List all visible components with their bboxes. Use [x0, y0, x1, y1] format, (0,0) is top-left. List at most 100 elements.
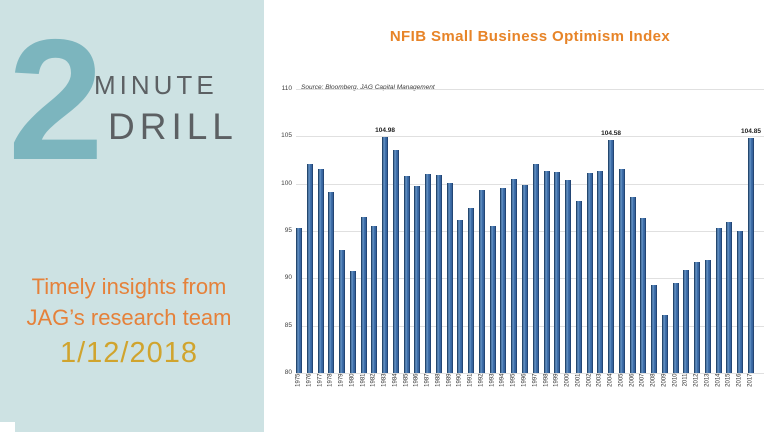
- x-axis-label-1975: 1975: [295, 373, 302, 387]
- x-axis-label-1981: 1981: [360, 373, 367, 387]
- x-axis-label-1998: 1998: [543, 373, 550, 387]
- bar-1990: [457, 219, 464, 373]
- tagline-line-2: JAG’s research team: [26, 305, 232, 330]
- bar-2016: [737, 231, 744, 373]
- bar-2017: [748, 137, 754, 373]
- bar-1983: [382, 136, 389, 373]
- x-axis-label-1988: 1988: [435, 373, 442, 387]
- gridline-85: [296, 325, 764, 327]
- bar-1979: [339, 249, 346, 373]
- x-axis-label-2013: 2013: [704, 373, 711, 387]
- x-axis-label-1983: 1983: [381, 373, 388, 387]
- x-axis-label-1989: 1989: [446, 373, 453, 387]
- y-axis-label-80: 80: [284, 369, 292, 376]
- plot-area: Source: Bloomberg, JAG Capital Managemen…: [281, 84, 764, 386]
- y-axis-label-100: 100: [281, 179, 292, 187]
- x-axis-label-1999: 1999: [553, 373, 560, 387]
- x-axis-label-2014: 2014: [715, 373, 722, 387]
- bar-2004: [608, 140, 615, 373]
- bar-1976: [306, 163, 313, 373]
- gridline-105: [296, 136, 764, 138]
- bar-1985: [403, 176, 410, 373]
- bar-1997: [532, 163, 539, 373]
- logo-word-drill: DRILL: [108, 106, 238, 147]
- x-axis-label-1985: 1985: [403, 373, 410, 387]
- bar-1996: [522, 184, 528, 373]
- bar-1988: [435, 175, 442, 373]
- bar-2011: [683, 269, 690, 373]
- bar-2014: [715, 228, 722, 373]
- x-axis-label-2016: 2016: [736, 373, 743, 387]
- x-axis-label-1982: 1982: [370, 373, 377, 387]
- value-label-2017: 104.85: [741, 127, 761, 135]
- x-axis-label-1995: 1995: [510, 373, 517, 387]
- y-axis-label-110: 110: [281, 85, 292, 92]
- x-axis-label-1986: 1986: [413, 373, 420, 387]
- bar-1978: [328, 192, 335, 373]
- bar-2007: [640, 217, 647, 373]
- bar-2003: [597, 171, 604, 373]
- brand-panel: 2 MINUTE DRILL Timely insights from JAG’…: [0, 0, 264, 432]
- gridline-90: [296, 278, 764, 280]
- x-axis-label-2009: 2009: [661, 373, 668, 387]
- y-axis-label-90: 90: [284, 274, 292, 282]
- x-axis-label-1990: 1990: [456, 373, 463, 387]
- bar-1994: [500, 188, 507, 373]
- bar-2001: [575, 200, 582, 373]
- x-axis-label-1991: 1991: [467, 373, 474, 387]
- chart-panel: NFIB Small Business Optimism Index Sourc…: [264, 0, 768, 432]
- bar-1984: [392, 149, 399, 373]
- x-axis-label-1992: 1992: [478, 373, 485, 387]
- bar-1995: [511, 178, 518, 373]
- bar-2013: [704, 260, 711, 373]
- logo-wordmark: MINUTE DRILL: [94, 70, 238, 148]
- gridline-100: [296, 183, 764, 185]
- x-axis-label-2005: 2005: [618, 373, 625, 387]
- x-axis-label-2012: 2012: [693, 373, 700, 387]
- x-axis-label-2006: 2006: [629, 373, 636, 387]
- gridline-110: [296, 89, 764, 90]
- x-axis-label-1977: 1977: [317, 373, 324, 387]
- bar-1992: [478, 190, 485, 373]
- bar-2009: [661, 315, 668, 373]
- bar-2012: [694, 262, 701, 373]
- bar-1982: [371, 226, 378, 373]
- bar-1998: [543, 171, 550, 373]
- y-axis-label-85: 85: [284, 321, 292, 329]
- source-note: Source: Bloomberg, JAG Capital Managemen…: [301, 84, 435, 91]
- x-axis-label-2007: 2007: [639, 373, 646, 387]
- x-axis-label-2008: 2008: [650, 373, 657, 387]
- x-axis-label-2011: 2011: [682, 373, 689, 386]
- tagline-line-1: Timely insights from: [31, 274, 227, 299]
- x-axis-label-1984: 1984: [392, 373, 399, 387]
- bar-2005: [618, 169, 625, 373]
- bar-1977: [317, 168, 324, 373]
- logo-word-minute: MINUTE: [94, 70, 218, 100]
- x-axis-label-1997: 1997: [532, 373, 539, 387]
- bar-1991: [468, 208, 475, 373]
- publication-date: 1/12/2018: [59, 337, 198, 369]
- bar-2008: [651, 284, 658, 373]
- bar-2006: [629, 196, 636, 373]
- y-axis-label-105: 105: [281, 132, 292, 140]
- bar-1975: [296, 228, 302, 373]
- x-axis-label-1994: 1994: [499, 373, 506, 387]
- bar-2015: [726, 222, 733, 373]
- x-axis-label-2002: 2002: [586, 373, 593, 387]
- x-axis-label-1976: 1976: [306, 373, 313, 387]
- gridline-80: [296, 373, 764, 374]
- bar-2002: [586, 173, 593, 373]
- bar-1980: [349, 270, 356, 373]
- bar-2010: [672, 283, 679, 373]
- bar-1981: [360, 216, 367, 373]
- chart-title: NFIB Small Business Optimism Index: [389, 28, 671, 45]
- x-axis-label-1978: 1978: [327, 373, 334, 387]
- value-label-1983: 104.98: [375, 126, 396, 134]
- gridline-95: [296, 231, 764, 232]
- bar-1986: [414, 185, 421, 373]
- x-axis-label-2000: 2000: [564, 373, 571, 387]
- tagline: Timely insights from JAG’s research team: [0, 271, 258, 333]
- bar-1999: [554, 172, 561, 373]
- x-axis-label-1980: 1980: [349, 373, 356, 387]
